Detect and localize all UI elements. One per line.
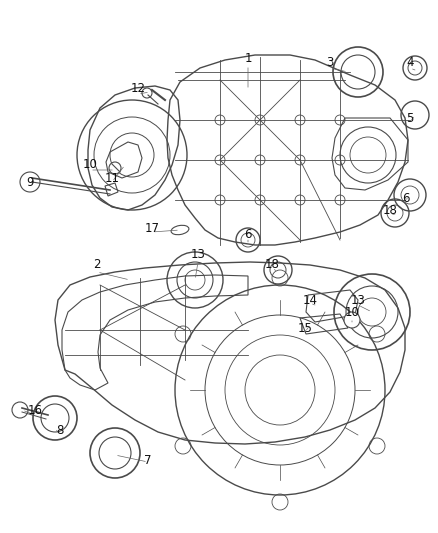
Text: 7: 7: [144, 454, 152, 466]
Text: 4: 4: [406, 55, 414, 69]
Text: 9: 9: [26, 175, 34, 189]
Text: 6: 6: [244, 229, 252, 241]
Text: 15: 15: [297, 321, 312, 335]
Text: 10: 10: [82, 158, 97, 172]
Text: 11: 11: [105, 172, 120, 184]
Text: 6: 6: [402, 191, 410, 205]
Text: 14: 14: [303, 294, 318, 306]
Text: 8: 8: [57, 424, 64, 437]
Text: 13: 13: [350, 294, 365, 306]
Text: 2: 2: [93, 259, 101, 271]
Text: 3: 3: [326, 55, 334, 69]
Text: 1: 1: [244, 52, 252, 64]
Text: 18: 18: [382, 204, 397, 216]
Text: 5: 5: [406, 111, 413, 125]
Circle shape: [344, 312, 360, 328]
Text: 10: 10: [345, 305, 360, 319]
Text: 12: 12: [131, 82, 145, 94]
Text: 13: 13: [191, 248, 205, 262]
Text: 18: 18: [265, 259, 279, 271]
Text: 16: 16: [28, 403, 42, 416]
Text: 17: 17: [145, 222, 159, 235]
Circle shape: [109, 162, 121, 174]
